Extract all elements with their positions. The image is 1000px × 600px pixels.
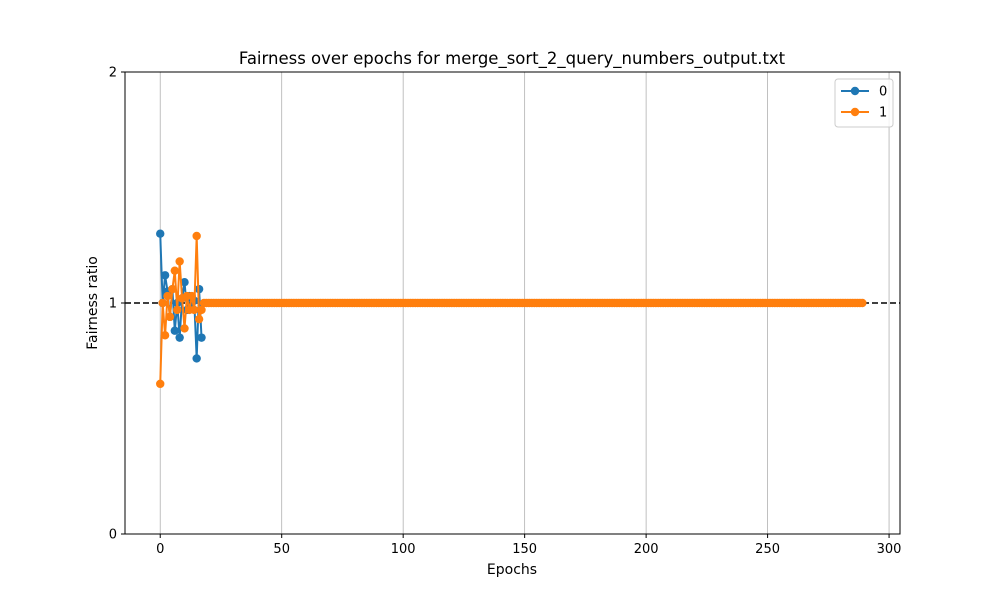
data-point <box>190 305 199 315</box>
data-point <box>858 298 867 308</box>
data-point <box>180 278 189 287</box>
legend: 01 <box>834 78 894 128</box>
legend-label: 1 <box>879 106 887 121</box>
data-point <box>175 257 184 266</box>
data-point <box>194 314 204 324</box>
data-point <box>165 312 175 322</box>
series-line <box>159 235 863 384</box>
data-point <box>160 331 170 340</box>
series <box>156 229 867 389</box>
data-point <box>187 291 197 301</box>
legend-marker <box>850 107 860 117</box>
data-point <box>192 354 201 363</box>
data-point <box>160 271 170 280</box>
data-point <box>163 291 172 301</box>
x-tick-label: 300 <box>877 542 902 557</box>
y-tick-label: 0 <box>109 528 117 543</box>
data-point <box>192 231 201 241</box>
x-tick-label: 150 <box>512 542 537 557</box>
x-tick-label: 0 <box>156 542 164 557</box>
series-1 <box>156 231 867 389</box>
x-axis-label: Epochs <box>487 562 537 578</box>
data-point <box>175 333 184 342</box>
data-point <box>168 284 177 294</box>
data-point <box>197 305 206 315</box>
data-point <box>170 266 179 275</box>
data-point <box>173 305 182 315</box>
legend-label: 0 <box>879 85 887 100</box>
x-tick-label: 50 <box>273 542 290 557</box>
y-axis-label: Fairness ratio <box>85 256 101 350</box>
x-tick-label: 100 <box>391 542 416 557</box>
data-point <box>197 333 206 342</box>
y-tick-label: 2 <box>109 66 117 81</box>
x-tick-label: 250 <box>755 542 780 557</box>
x-tick-label: 200 <box>634 542 659 557</box>
data-point <box>158 298 167 308</box>
legend-marker <box>850 86 860 96</box>
data-point <box>156 379 165 389</box>
chart-title: Fairness over epochs for merge_sort_2_qu… <box>239 49 786 69</box>
data-point <box>156 229 165 238</box>
data-point <box>180 324 189 333</box>
y-tick-label: 1 <box>109 297 117 312</box>
data-point <box>170 326 179 335</box>
